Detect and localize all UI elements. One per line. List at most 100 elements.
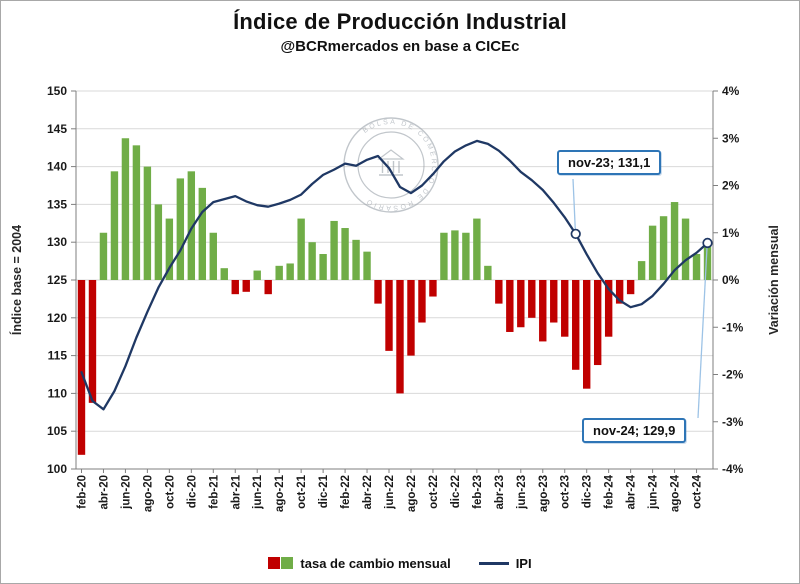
left-tick-label: 105 — [47, 424, 67, 438]
bar-segment — [495, 280, 503, 304]
annotation-callout-nov23: nov-23; 131,1 — [557, 150, 662, 175]
axes: 100 105 110 115 120 125 130 135 140 145 150 -4% -3% -… — [47, 84, 744, 512]
x-tick-label: oct-20 — [164, 475, 176, 509]
left-tick-label: 120 — [47, 311, 67, 325]
bar-segment — [121, 138, 130, 280]
x-tick-label: jun-24 — [648, 474, 660, 509]
x-tick-label: dic-20 — [186, 475, 198, 508]
bar-segment — [110, 171, 119, 280]
bar-segment — [209, 232, 217, 280]
left-tick-label: 130 — [47, 235, 67, 249]
bar-segment — [604, 280, 613, 337]
left-tick-label: 100 — [47, 462, 67, 476]
annotation-callout-nov24: nov-24; 129,9 — [582, 418, 687, 443]
bar-segment — [637, 261, 646, 280]
x-tick-label: ago-24 — [670, 474, 682, 512]
bar-segment — [132, 145, 141, 280]
bar-segment — [418, 280, 426, 323]
right-tick-label: -4% — [722, 462, 744, 476]
chart-legend: tasa de cambio mensual IPI — [1, 552, 799, 574]
bar-segment — [506, 280, 514, 332]
right-tick-label: -3% — [722, 415, 744, 429]
bar-segment — [352, 239, 360, 280]
bar-segment — [561, 280, 569, 337]
x-tick-label: jun-20 — [120, 475, 132, 510]
bar-segment — [385, 280, 393, 351]
x-tick-label: dic-21 — [318, 474, 330, 508]
x-tick-label: jun-22 — [384, 475, 396, 510]
bar-segment — [462, 232, 470, 280]
x-tick-label: oct-24 — [692, 474, 704, 508]
ipi-line-path — [80, 139, 709, 411]
left-tick-label: 125 — [47, 273, 67, 287]
bar-segment — [330, 220, 338, 280]
x-tick-label: abr-21 — [230, 474, 242, 509]
legend-bar-swatch-green — [281, 557, 294, 569]
bar-segment — [242, 280, 250, 292]
x-tick-label: feb-23 — [472, 475, 484, 509]
bar-segment — [154, 204, 163, 280]
x-tick-label: abr-22 — [362, 475, 374, 510]
bar-segment — [308, 242, 316, 280]
bar-segment — [593, 280, 602, 366]
bar-segment — [648, 225, 657, 280]
left-tick-label: 150 — [47, 84, 67, 98]
annotated-point-marker — [702, 237, 713, 249]
bar-segment — [176, 178, 185, 280]
left-tick-label: 140 — [47, 160, 67, 174]
annotated-point-marker — [570, 228, 581, 240]
x-tick-label: ago-21 — [274, 474, 286, 512]
bar-segment — [473, 218, 481, 280]
bar-segment — [374, 280, 382, 304]
bar-segment — [88, 280, 97, 403]
left-tick-label: 115 — [48, 349, 68, 363]
bar-segment — [626, 280, 635, 295]
bar-segment — [703, 242, 712, 280]
left-tick-label: 110 — [48, 386, 68, 400]
x-tick-label: ago-22 — [406, 475, 418, 512]
right-tick-label: 4% — [722, 84, 740, 98]
right-tick-label: 0% — [722, 273, 740, 287]
x-tick-label: dic-22 — [450, 475, 462, 508]
bar-segment — [165, 218, 174, 280]
bar-segment — [264, 280, 272, 295]
watermark-temple-icon — [377, 149, 405, 160]
x-tick-label: oct-21 — [296, 474, 308, 508]
right-tick-label: 1% — [722, 226, 740, 240]
line-series — [80, 139, 709, 411]
bar-segment — [363, 251, 371, 280]
bar-segment — [77, 280, 86, 455]
x-tick-label: feb-21 — [208, 474, 220, 508]
annotation-label: nov-24; 129,9 — [593, 423, 676, 438]
bar-segment — [220, 268, 228, 280]
bar-segment — [550, 280, 558, 323]
annotation-leader-lines — [572, 178, 709, 419]
x-tick-label: ago-23 — [538, 475, 550, 512]
bar-segment — [681, 218, 690, 280]
legend-bar-label: tasa de cambio mensual — [300, 555, 451, 571]
right-tick-label: -2% — [722, 368, 744, 382]
bar-segment — [429, 280, 437, 297]
bar-segment — [319, 254, 327, 280]
right-tick-label: 2% — [722, 179, 740, 193]
x-tick-label: feb-22 — [340, 475, 352, 509]
bar-segment — [615, 280, 624, 304]
bar-segment — [451, 230, 459, 280]
leader-line — [697, 237, 709, 419]
x-tick-label: abr-24 — [626, 474, 638, 509]
bar-segment — [582, 280, 591, 389]
bar-segment — [341, 228, 349, 280]
x-tick-label: jun-23 — [516, 475, 528, 510]
bar-segment — [539, 280, 547, 342]
x-tick-label: dic-23 — [582, 475, 594, 508]
left-tick-label: 145 — [47, 122, 67, 136]
chart-subtitle: @BCRmercados en base a CICEc — [280, 38, 520, 55]
annotation-label: nov-23; 131,1 — [568, 155, 651, 170]
bar-segment — [253, 270, 261, 280]
bar-segment — [407, 280, 415, 356]
x-tick-label: abr-23 — [494, 475, 506, 510]
bar-segment — [440, 232, 448, 280]
bar-segment — [231, 280, 239, 295]
bar-segment — [670, 202, 679, 280]
